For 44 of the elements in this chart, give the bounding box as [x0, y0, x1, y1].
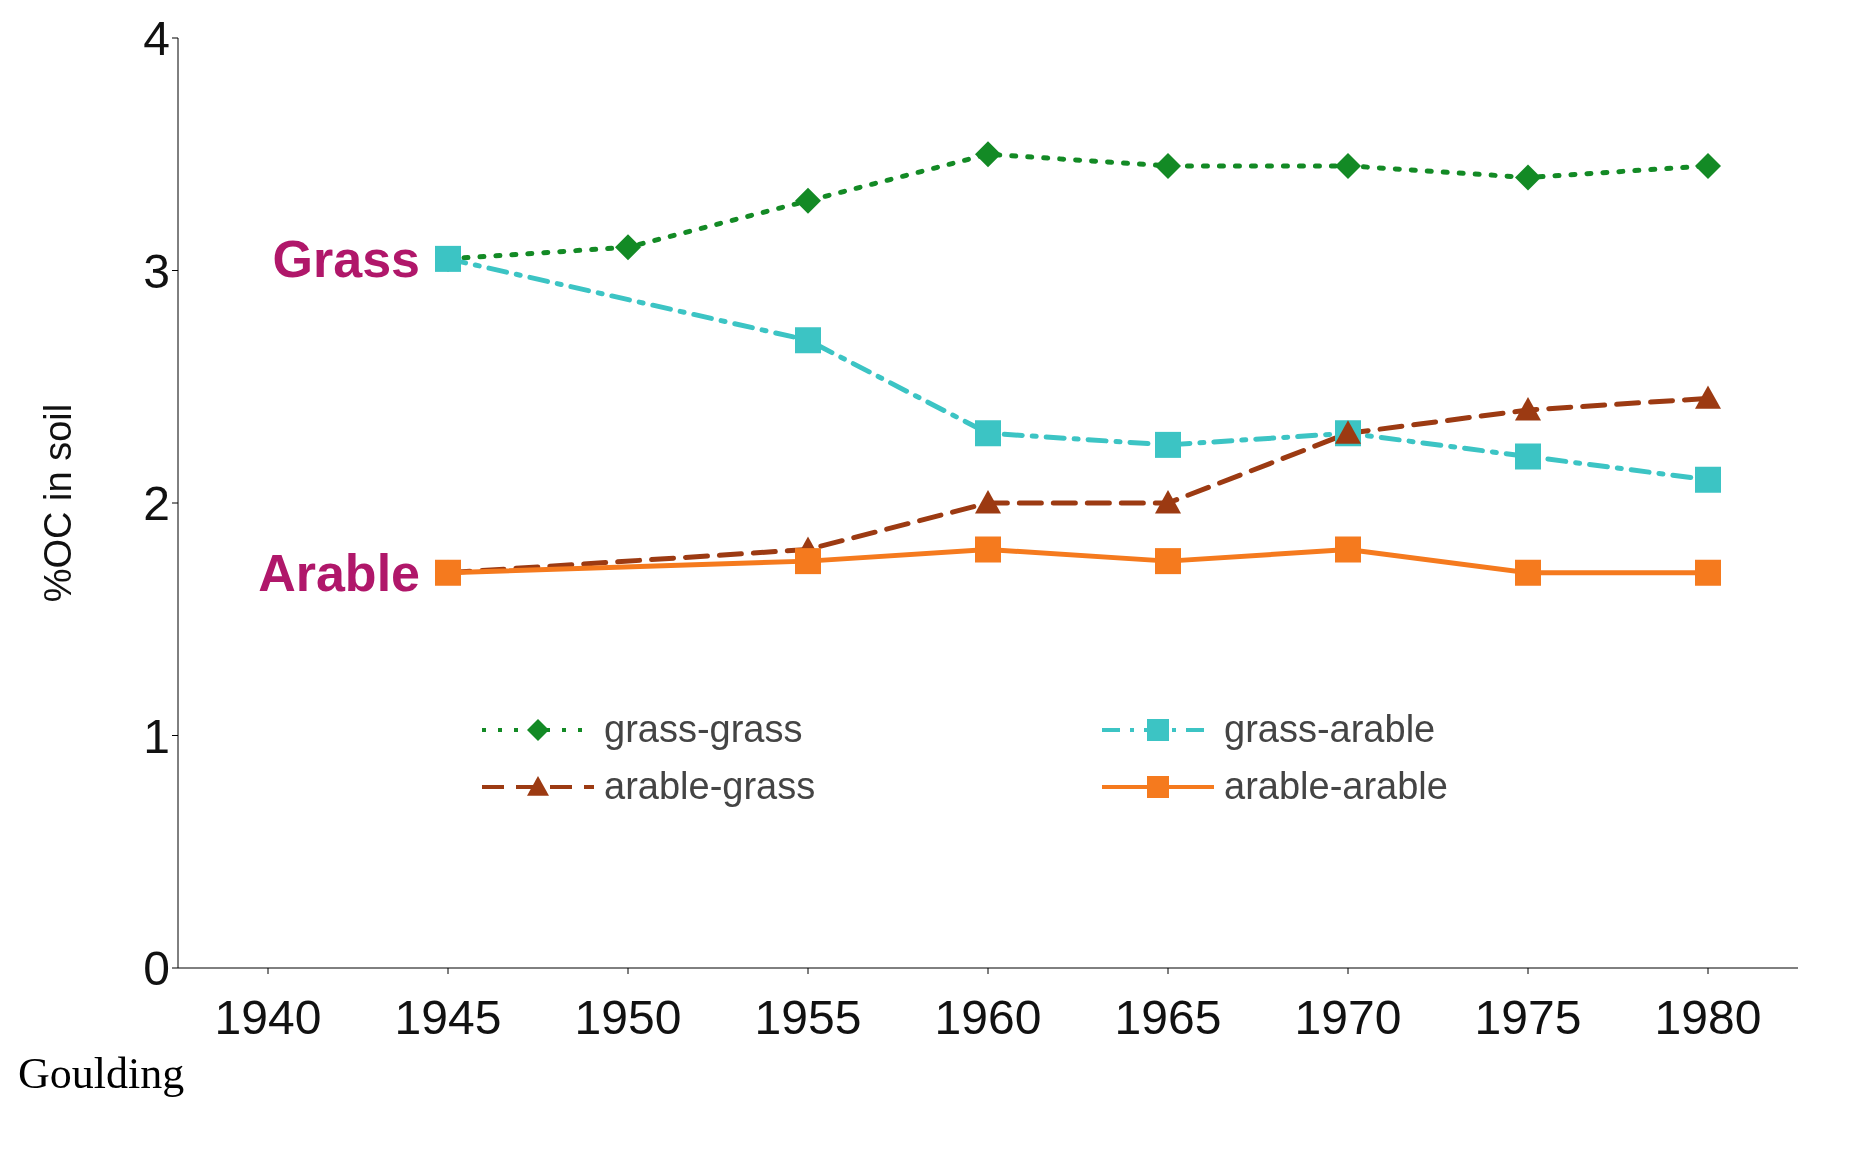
text: Goulding — [18, 1048, 185, 1099]
annotation: Grass — [272, 230, 420, 289]
point — [1515, 397, 1541, 421]
point — [1695, 559, 1721, 586]
point — [1155, 152, 1181, 179]
legend-label: grass-arable — [1224, 708, 1436, 751]
x-tick-label: 1975 — [1474, 991, 1582, 1045]
point — [1155, 431, 1181, 458]
point — [1335, 152, 1361, 179]
point — [1155, 548, 1181, 575]
point — [1155, 490, 1181, 514]
x-tick-label: 1940 — [214, 991, 322, 1045]
point — [795, 548, 821, 575]
x-tick-label: 1965 — [1114, 991, 1222, 1045]
point — [795, 327, 821, 354]
x-tick-label: 1955 — [754, 991, 862, 1045]
legend-label: arable-grass — [604, 765, 816, 808]
point — [975, 420, 1001, 447]
point — [615, 234, 641, 261]
y-tick-label: 4 — [143, 12, 170, 66]
point — [1335, 536, 1361, 563]
point — [795, 187, 821, 214]
point — [975, 141, 1001, 168]
point — [1695, 466, 1721, 493]
y-tick-label: 0 — [143, 942, 170, 996]
y-axis-title: %OC in soil — [37, 403, 80, 603]
y-tick-label: 2 — [143, 477, 170, 531]
annotation: Arable — [258, 544, 420, 603]
point — [1515, 443, 1541, 470]
y-tick-label: 1 — [143, 709, 170, 763]
x-tick-label: 1945 — [394, 991, 502, 1045]
point — [1515, 559, 1541, 586]
point — [975, 490, 1001, 514]
legend-label: grass-grass — [604, 708, 803, 751]
point — [975, 536, 1001, 563]
x-tick-label: 1970 — [1294, 991, 1402, 1045]
point — [1695, 385, 1721, 409]
y-tick-label: 3 — [143, 244, 170, 298]
point — [1515, 164, 1541, 191]
x-tick-label: 1980 — [1654, 991, 1762, 1045]
point — [1695, 152, 1721, 179]
x-tick-label: 1960 — [934, 991, 1042, 1045]
x-tick-label: 1950 — [574, 991, 682, 1045]
legend-label: arable-arable — [1224, 765, 1448, 808]
